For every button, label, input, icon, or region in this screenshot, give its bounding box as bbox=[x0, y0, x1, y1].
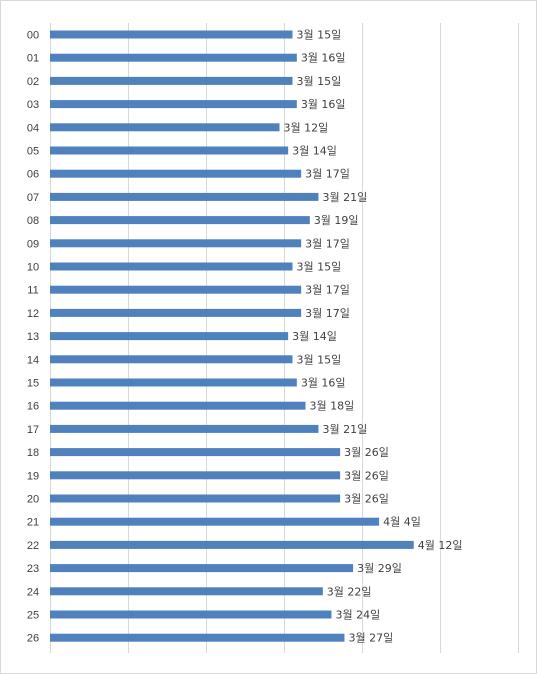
category-tick-label: 11 bbox=[27, 285, 38, 297]
category-tick-label: 12 bbox=[27, 308, 39, 320]
category-tick-label: 10 bbox=[27, 262, 39, 274]
data-label: 3월 15일 bbox=[296, 260, 341, 274]
data-label: 3월 17일 bbox=[305, 236, 350, 250]
data-label: 4월 12일 bbox=[418, 538, 463, 552]
data-label: 3월 24일 bbox=[335, 608, 380, 622]
category-tick-label: 04 bbox=[27, 122, 39, 134]
category-tick-label: 02 bbox=[27, 76, 39, 88]
category-tick-label: 08 bbox=[27, 215, 39, 227]
category-tick-label: 03 bbox=[27, 99, 39, 111]
category-tick-label: 17 bbox=[27, 424, 39, 436]
bar bbox=[50, 540, 414, 549]
data-label: 3월 26일 bbox=[344, 492, 389, 506]
bar bbox=[50, 216, 310, 225]
data-label: 3월 21일 bbox=[322, 190, 367, 204]
bar bbox=[50, 471, 341, 480]
bar bbox=[50, 30, 293, 39]
category-tick-label: 15 bbox=[27, 378, 39, 390]
category-tick-label: 23 bbox=[27, 563, 39, 575]
category-tick-label: 07 bbox=[27, 192, 39, 204]
category-tick-label: 16 bbox=[27, 401, 39, 413]
data-label: 3월 15일 bbox=[296, 74, 341, 88]
bar bbox=[50, 76, 293, 85]
bar bbox=[50, 401, 306, 410]
data-label: 3월 18일 bbox=[309, 399, 354, 413]
category-tick-label: 13 bbox=[27, 331, 39, 343]
bar bbox=[50, 610, 332, 619]
data-label: 3월 17일 bbox=[305, 306, 350, 320]
bar bbox=[50, 192, 319, 201]
bar bbox=[50, 308, 302, 317]
data-label: 3월 16일 bbox=[301, 376, 346, 390]
data-label: 3월 27일 bbox=[348, 631, 393, 645]
bar bbox=[50, 285, 302, 294]
bar bbox=[50, 633, 345, 642]
category-tick-label: 05 bbox=[27, 146, 39, 158]
data-label: 3월 17일 bbox=[305, 283, 350, 297]
bar bbox=[50, 564, 354, 573]
category-tick-label: 01 bbox=[27, 53, 39, 65]
data-label: 4월 4일 bbox=[383, 515, 421, 529]
category-tick-label: 14 bbox=[27, 354, 39, 366]
category-tick-label: 19 bbox=[27, 470, 39, 482]
bar bbox=[50, 262, 293, 271]
data-label: 3월 14일 bbox=[292, 329, 337, 343]
category-tick-label: 25 bbox=[27, 610, 39, 622]
category-tick-label: 09 bbox=[27, 238, 39, 250]
category-tick-label: 06 bbox=[27, 169, 39, 181]
data-label: 3월 12일 bbox=[284, 120, 329, 134]
bar bbox=[50, 123, 280, 132]
bar bbox=[50, 587, 323, 596]
bar bbox=[50, 517, 380, 526]
bar bbox=[50, 239, 302, 248]
category-tick-label: 22 bbox=[27, 540, 39, 552]
data-label: 3월 26일 bbox=[344, 468, 389, 482]
data-label: 3월 21일 bbox=[322, 422, 367, 436]
data-label: 3월 26일 bbox=[344, 445, 389, 459]
bar bbox=[50, 53, 297, 62]
data-label: 3월 16일 bbox=[301, 97, 346, 111]
data-label: 3월 14일 bbox=[292, 144, 337, 158]
category-tick-label: 18 bbox=[27, 447, 39, 459]
data-label: 3월 19일 bbox=[314, 213, 359, 227]
data-label: 3월 15일 bbox=[296, 352, 341, 366]
bar bbox=[50, 146, 289, 155]
bar bbox=[50, 494, 341, 503]
bar bbox=[50, 332, 289, 341]
data-label: 3월 16일 bbox=[301, 51, 346, 65]
category-tick-label: 24 bbox=[27, 586, 39, 598]
category-tick-label: 00 bbox=[27, 30, 39, 42]
data-label: 3월 29일 bbox=[357, 561, 402, 575]
bar bbox=[50, 100, 297, 109]
bar bbox=[50, 448, 341, 457]
bar bbox=[50, 424, 319, 433]
category-tick-label: 26 bbox=[27, 633, 39, 645]
data-label: 3월 22일 bbox=[327, 584, 372, 598]
data-label: 3월 15일 bbox=[296, 28, 341, 42]
data-label: 3월 17일 bbox=[305, 167, 350, 181]
category-tick-label: 20 bbox=[27, 494, 39, 506]
category-tick-label: 21 bbox=[27, 517, 39, 529]
bar bbox=[50, 355, 293, 364]
bar bbox=[50, 169, 302, 178]
bar bbox=[50, 378, 297, 387]
